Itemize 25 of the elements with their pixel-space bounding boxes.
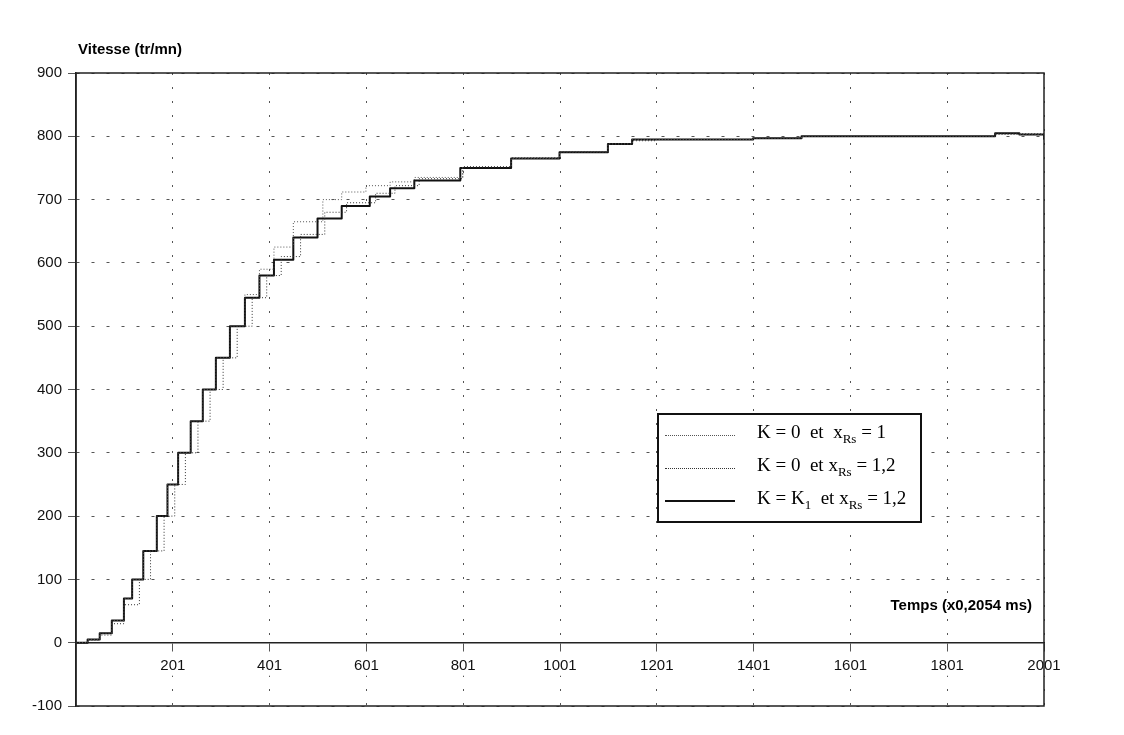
x-tick-label: 1401 [736,655,771,673]
legend-label: K = 0 et x$_{Rs}$ = 1,2 [757,452,896,481]
x-tick-label: 1601 [833,655,868,673]
x-tick-label: 1001 [543,655,577,673]
x-tick-label: 601 [353,655,379,673]
y-tick-label: 600 [36,253,62,271]
legend-label: K = 0 et x$_{Rs}$ = 1 [757,420,887,448]
y-tick-label: 800 [36,126,62,144]
x-tick-label: 201 [160,655,186,673]
y-tick-label: 900 [36,63,62,81]
x-tick-label: 1801 [930,655,964,673]
y-tick-label: 300 [36,442,62,460]
y-axis-title: Vitesse (tr/mn) [78,40,182,57]
x-tick-label: 401 [257,655,283,673]
x-axis-title: Temps (x0,2054 ms) [890,596,1032,613]
legend-label: K = K$_{1}$ et x$_{Rs}$ = 1,2 [757,485,907,514]
y-tick-label: 0 [53,632,62,650]
y-tick-label: 200 [36,506,62,524]
y-tick-label: -100 [31,696,62,714]
y-tick-label: 100 [36,569,62,587]
y-tick-label: 400 [36,379,62,397]
y-tick-label: 500 [36,316,62,334]
x-tick-label: 1201 [640,655,674,673]
x-tick-label: 801 [450,655,476,673]
y-tick-label: 700 [36,189,62,207]
